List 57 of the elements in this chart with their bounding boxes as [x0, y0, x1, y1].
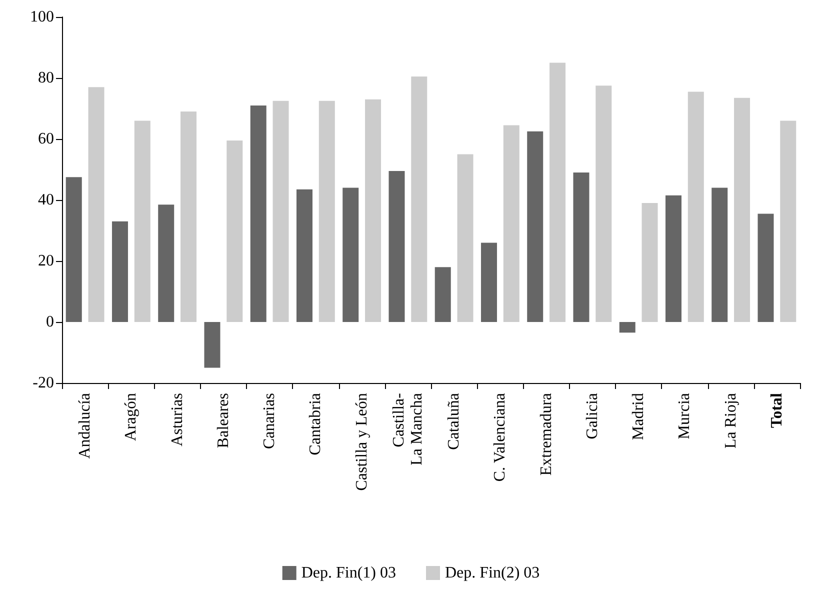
- bar: [503, 125, 520, 322]
- bar: [112, 221, 128, 322]
- bar: [734, 98, 750, 322]
- legend-label: Dep. Fin(2) 03: [445, 564, 540, 582]
- bar: [642, 203, 658, 322]
- y-tick-label: 0: [46, 314, 54, 330]
- x-tick-label: Aragón: [122, 393, 140, 441]
- bar: [66, 177, 82, 322]
- x-tick-label: Castilla- La Mancha: [390, 393, 426, 466]
- y-tick-label: 20: [38, 252, 54, 270]
- bar: [226, 140, 243, 322]
- x-tick-label: Andalucía: [76, 393, 94, 459]
- bar: [758, 214, 774, 322]
- bar: [365, 99, 382, 322]
- y-tick-label: 60: [38, 130, 54, 148]
- x-tick-label: Baleares: [214, 393, 232, 448]
- bar: [480, 242, 497, 322]
- bar: [180, 112, 197, 322]
- x-tick-label: Madrid: [630, 393, 648, 440]
- bar: [573, 172, 590, 322]
- bar: [158, 204, 174, 322]
- bar: [688, 92, 704, 322]
- x-tick-label: Cantabria: [307, 393, 324, 456]
- bar: [272, 100, 289, 322]
- bar: [780, 120, 796, 322]
- bar: [204, 322, 220, 368]
- bar: [434, 267, 451, 322]
- bar: [619, 322, 636, 333]
- y-tick-label: 40: [38, 192, 54, 208]
- bar: [296, 189, 312, 322]
- bar: [388, 171, 405, 322]
- x-tick-label: Cataluña: [446, 393, 463, 450]
- x-tick-label: La Rioja: [722, 393, 740, 449]
- y-tick-label: 80: [38, 70, 54, 86]
- bar: [712, 188, 728, 322]
- x-tick-label: Murcia: [676, 393, 694, 440]
- bar: [250, 105, 266, 322]
- bar: [457, 154, 474, 322]
- bar: [596, 86, 612, 322]
- y-tick-label: 100: [30, 8, 54, 26]
- bar: [88, 87, 104, 322]
- bar: [411, 76, 428, 322]
- bar: [318, 100, 335, 322]
- y-tick-label: -20: [32, 374, 54, 392]
- x-tick-label: Canarias: [261, 393, 278, 449]
- bar: [134, 120, 150, 322]
- legend-label: Dep. Fin(1) 03: [301, 564, 396, 582]
- bar: [550, 62, 566, 322]
- bar: [527, 131, 544, 322]
- x-tick-label: Castilla y León: [353, 393, 370, 491]
- x-tick-label: Asturias: [168, 393, 186, 446]
- x-tick-label: Extremadura: [538, 393, 555, 476]
- x-tick-label: Galicia: [584, 393, 601, 440]
- x-tick-label: Total: [768, 392, 786, 428]
- bar: [665, 195, 682, 322]
- x-tick-label: C. Valenciana: [492, 393, 509, 482]
- bar: [342, 188, 359, 322]
